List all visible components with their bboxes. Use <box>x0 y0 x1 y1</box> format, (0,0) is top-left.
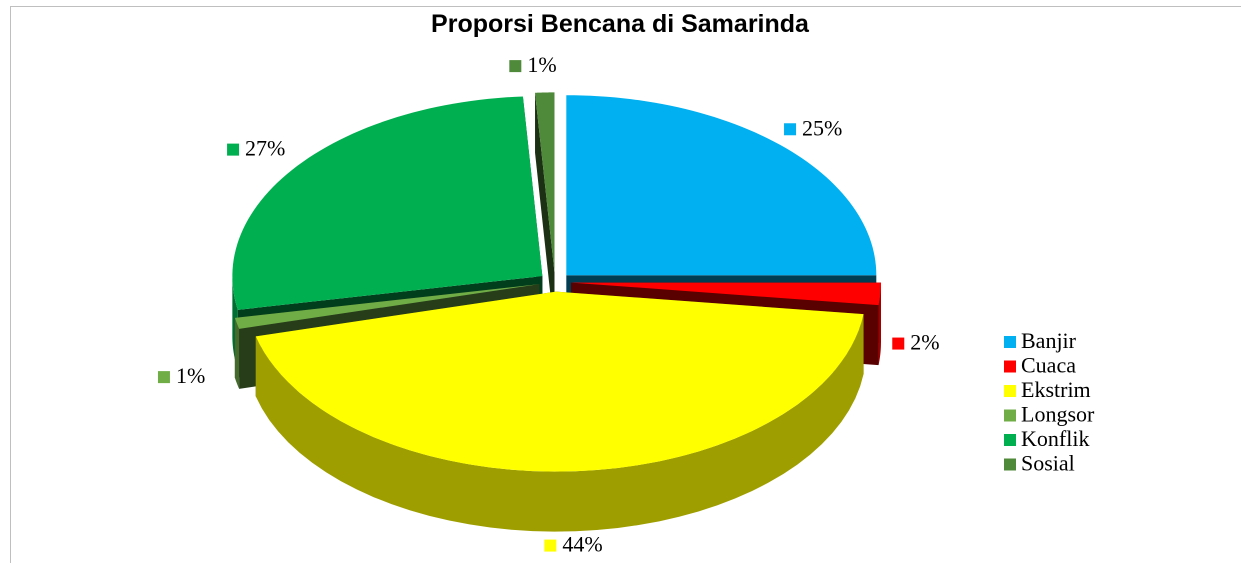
data-label: 2% <box>910 330 939 355</box>
slice <box>234 284 540 329</box>
slice-side <box>255 314 864 532</box>
legend-swatch <box>1004 458 1016 471</box>
label-marker <box>784 123 797 136</box>
data-label: 1% <box>527 52 556 77</box>
slice <box>255 291 864 532</box>
slice <box>566 95 877 276</box>
legend-swatch <box>1004 360 1016 373</box>
chart-frame <box>10 6 1241 563</box>
legend-label: Konflik <box>1021 426 1089 451</box>
legend-label: Ekstrim <box>1021 377 1091 402</box>
slice <box>232 96 543 310</box>
label-marker <box>544 539 557 552</box>
data-label: 27% <box>245 136 285 161</box>
label-marker <box>157 371 170 384</box>
slice <box>535 92 555 333</box>
slice-side <box>234 317 240 389</box>
slice <box>535 92 555 273</box>
slice-side <box>878 282 881 366</box>
legend-swatch <box>1004 385 1016 397</box>
pie <box>232 92 881 532</box>
legend-swatch <box>1004 434 1016 446</box>
slice-wall <box>535 92 555 333</box>
slice <box>570 282 881 306</box>
legend-label: Banjir <box>1021 328 1077 353</box>
legend-swatch <box>1004 336 1016 348</box>
slice <box>255 291 864 472</box>
legend-label: Longsor <box>1021 402 1095 427</box>
data-label: 44% <box>562 532 602 557</box>
data-label: 25% <box>802 115 842 140</box>
data-label: 1% <box>176 363 205 388</box>
legend-label: Cuaca <box>1021 353 1076 378</box>
label-marker <box>892 337 905 350</box>
label-marker <box>227 143 240 156</box>
label-marker <box>509 60 522 73</box>
chart-title: Proporsi Bencana di Samarinda <box>431 10 810 38</box>
legend-label: Sosial <box>1021 451 1075 476</box>
legend-swatch <box>1004 409 1016 422</box>
